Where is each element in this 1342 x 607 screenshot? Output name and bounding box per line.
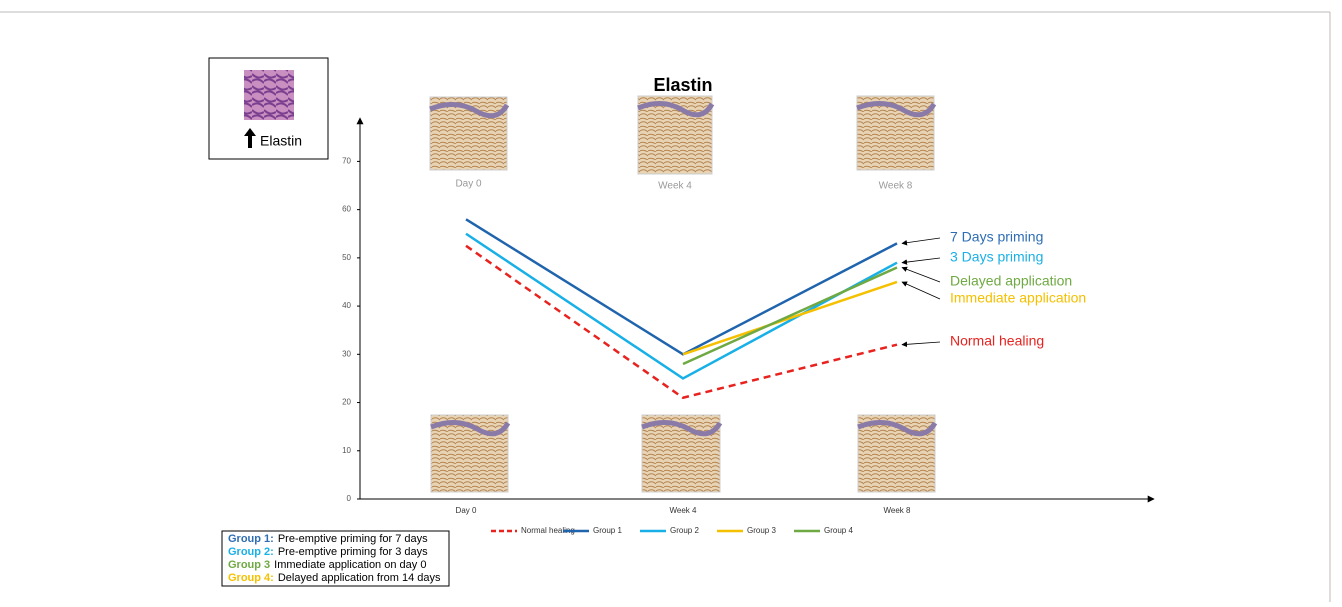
- key-entry: Group 3 Immediate application on day 0: [228, 559, 426, 571]
- x-tick-label: Day 0: [456, 506, 477, 515]
- y-tick-label: 60: [342, 205, 351, 214]
- key-group: Group 1:: [228, 533, 274, 545]
- key-text: Immediate application on day 0: [274, 559, 426, 571]
- annotation: Normal healing: [950, 333, 1044, 349]
- x-tick-label: Week 4: [670, 506, 698, 515]
- annotation: 7 Days priming: [950, 229, 1043, 245]
- annotation-arrow: [902, 342, 940, 345]
- annotation-arrow: [902, 282, 940, 299]
- y-tick-label: 50: [342, 253, 351, 262]
- key-text: Delayed application from 14 days: [278, 572, 441, 584]
- image-label: Day 0: [455, 179, 482, 190]
- key-group: Group 4:: [228, 572, 274, 584]
- legend-label: Group 3: [747, 526, 776, 535]
- chart-title: Elastin: [653, 75, 712, 95]
- key: Group 1:Pre-emptive priming for 7 daysGr…: [222, 531, 449, 586]
- y-tick-label: 30: [342, 349, 351, 358]
- inset-image: [244, 70, 294, 120]
- inset: Elastin: [209, 58, 328, 159]
- series-line: [466, 246, 897, 398]
- key-text: Pre-emptive priming for 3 days: [278, 546, 428, 558]
- series-line: [466, 219, 897, 354]
- annotation: 3 Days priming: [950, 249, 1043, 265]
- annotation-arrow: [902, 238, 940, 243]
- key-text: Pre-emptive priming for 7 days: [278, 533, 428, 545]
- figure: Elastin Elastin Group 1: Pre-emptive prim…: [0, 0, 1342, 602]
- annotation: Delayed application: [950, 273, 1072, 289]
- x-tick-label: Week 8: [884, 506, 912, 515]
- y-tick-label: 70: [342, 157, 351, 166]
- key-entry: Group 1: Pre-emptive priming for 7 days: [228, 533, 428, 545]
- key-entry: Group 4: Delayed application from 14 days: [228, 572, 441, 584]
- y-tick-label: 0: [347, 494, 352, 503]
- y-tick-label: 20: [342, 398, 351, 407]
- y-tick-label: 40: [342, 301, 351, 310]
- annotation: Immediate application: [950, 290, 1086, 306]
- legend-label: Group 2: [670, 526, 699, 535]
- series-line: [466, 234, 897, 379]
- key-group: Group 3: [228, 559, 270, 571]
- key-entry: Group 2: Pre-emptive priming for 3 days: [228, 546, 428, 558]
- annotation-arrow: [902, 268, 940, 282]
- image-label: Week 4: [658, 181, 692, 192]
- image-label: Week 8: [879, 181, 913, 192]
- series-line: [683, 282, 897, 354]
- y-tick-label: 10: [342, 446, 351, 455]
- annotation-arrow: [902, 258, 940, 263]
- legend-label: Group 1: [593, 526, 622, 535]
- series-line: [683, 268, 897, 364]
- legend-label: Group 4: [824, 526, 853, 535]
- key-group: Group 2:: [228, 546, 274, 558]
- inset-label: Elastin: [260, 133, 302, 149]
